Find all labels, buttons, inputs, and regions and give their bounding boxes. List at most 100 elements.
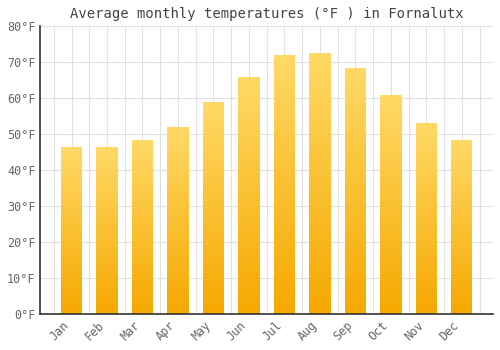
Bar [238,103,260,105]
Bar [132,253,153,254]
Bar [203,163,224,166]
Bar [61,175,82,177]
Bar [451,282,472,284]
Bar [61,224,82,225]
Bar [238,164,260,167]
Bar [132,263,153,265]
Bar [451,140,472,141]
Bar [416,154,437,156]
Bar [61,190,82,192]
Bar [416,251,437,253]
Bar [132,236,153,237]
Bar [274,81,295,84]
Bar [61,312,82,314]
Bar [132,195,153,197]
Bar [274,205,295,208]
Bar [451,277,472,279]
Bar [96,197,117,198]
Bar [451,141,472,143]
Bar [416,255,437,257]
Bar [451,145,472,147]
Bar [310,272,330,275]
Bar [310,165,330,168]
Bar [416,226,437,228]
Bar [203,267,224,270]
Bar [96,237,117,239]
Bar [132,270,153,272]
Bar [274,298,295,301]
Bar [203,204,224,206]
Bar [96,229,117,230]
Bar [168,264,188,265]
Bar [96,277,117,279]
Bar [132,312,153,314]
Bar [344,257,366,260]
Bar [310,168,330,170]
Bar [203,284,224,286]
Bar [416,194,437,196]
Bar [344,127,366,129]
Bar [168,282,188,284]
Bar [310,207,330,210]
Bar [203,140,224,142]
Bar [416,123,437,125]
Bar [168,153,188,155]
Bar [344,198,366,201]
Bar [380,101,402,103]
Bar [380,99,402,101]
Bar [96,239,117,240]
Bar [274,151,295,153]
Bar [344,289,366,292]
Bar [274,104,295,107]
Bar [238,231,260,233]
Bar [61,220,82,222]
Bar [203,274,224,276]
Bar [238,193,260,195]
Bar [61,256,82,257]
Bar [61,250,82,252]
Bar [168,232,188,233]
Bar [380,261,402,264]
Bar [380,160,402,162]
Bar [96,312,117,314]
Bar [61,222,82,224]
Bar [451,263,472,265]
Bar [132,143,153,145]
Bar [96,192,117,194]
Bar [451,261,472,263]
Bar [61,306,82,307]
Bar [344,213,366,215]
Bar [344,186,366,188]
Bar [132,234,153,236]
Bar [168,142,188,144]
Bar [238,297,260,300]
Bar [380,268,402,270]
Bar [61,279,82,280]
Bar [451,295,472,296]
Bar [310,280,330,282]
Bar [96,252,117,254]
Bar [96,244,117,245]
Bar [132,282,153,284]
Bar [203,184,224,187]
Bar [168,275,188,276]
Bar [203,223,224,225]
Bar [61,307,82,309]
Bar [61,232,82,234]
Bar [310,259,330,262]
Bar [96,274,117,275]
Bar [344,297,366,299]
Bar [451,286,472,288]
Bar [451,267,472,268]
Bar [96,178,117,180]
Bar [274,172,295,174]
Bar [344,250,366,252]
Bar [274,249,295,252]
Bar [310,176,330,178]
Bar [416,245,437,247]
Bar [274,309,295,311]
Bar [344,139,366,141]
Bar [274,184,295,187]
Bar [310,84,330,87]
Bar [451,307,472,309]
